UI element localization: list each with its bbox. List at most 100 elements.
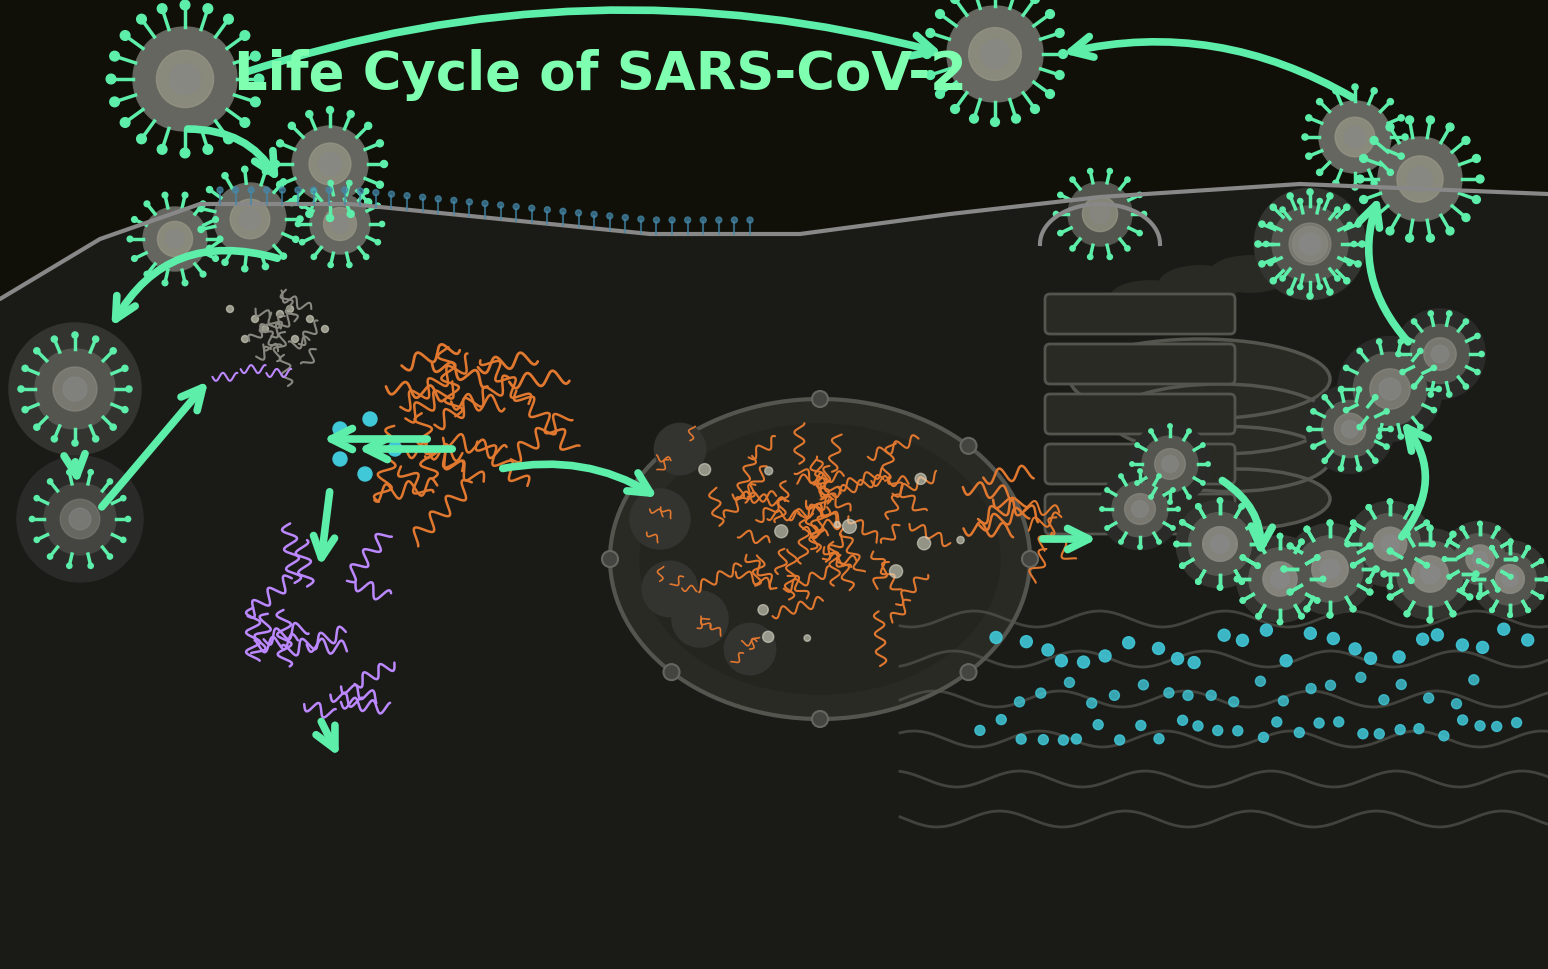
Circle shape: [435, 197, 441, 203]
Circle shape: [1398, 434, 1404, 440]
Circle shape: [322, 327, 328, 333]
Circle shape: [1240, 598, 1246, 604]
Circle shape: [36, 350, 115, 429]
Circle shape: [1180, 564, 1186, 569]
Circle shape: [1280, 655, 1293, 667]
Circle shape: [1107, 255, 1113, 261]
Circle shape: [1277, 534, 1283, 539]
Circle shape: [333, 422, 347, 437]
Circle shape: [1056, 30, 1063, 39]
Circle shape: [1381, 535, 1399, 553]
Circle shape: [1502, 572, 1519, 587]
Circle shape: [288, 123, 296, 130]
Circle shape: [1031, 106, 1039, 114]
Circle shape: [1271, 570, 1289, 589]
Circle shape: [1218, 630, 1231, 641]
Circle shape: [481, 202, 488, 207]
Circle shape: [1395, 725, 1406, 735]
Circle shape: [206, 187, 212, 194]
Circle shape: [1294, 728, 1305, 737]
Circle shape: [1466, 546, 1494, 574]
Circle shape: [1255, 540, 1262, 545]
Circle shape: [1238, 579, 1245, 584]
Circle shape: [1526, 609, 1531, 612]
Circle shape: [1195, 504, 1201, 510]
Circle shape: [1316, 171, 1322, 176]
Circle shape: [1502, 572, 1519, 587]
FancyBboxPatch shape: [1045, 295, 1235, 334]
Circle shape: [1070, 177, 1076, 183]
Circle shape: [1255, 564, 1260, 569]
Circle shape: [1161, 456, 1178, 473]
Circle shape: [673, 592, 728, 646]
Circle shape: [310, 195, 370, 255]
Circle shape: [1180, 564, 1186, 569]
Circle shape: [291, 336, 299, 343]
Circle shape: [1297, 285, 1303, 291]
Circle shape: [1508, 613, 1512, 617]
Circle shape: [466, 200, 472, 205]
Circle shape: [1424, 563, 1429, 568]
Circle shape: [991, 632, 1002, 643]
Circle shape: [1420, 565, 1440, 584]
Circle shape: [1350, 527, 1356, 532]
Circle shape: [293, 237, 299, 243]
Circle shape: [890, 565, 902, 578]
Circle shape: [1317, 285, 1322, 291]
Circle shape: [1358, 349, 1362, 355]
Circle shape: [1344, 408, 1348, 414]
Circle shape: [297, 217, 303, 223]
Circle shape: [142, 207, 207, 271]
Circle shape: [254, 75, 263, 84]
Circle shape: [960, 665, 977, 680]
Circle shape: [1068, 183, 1132, 247]
Circle shape: [262, 170, 268, 175]
Circle shape: [1468, 595, 1472, 600]
Circle shape: [29, 516, 34, 522]
Circle shape: [1334, 207, 1341, 213]
Circle shape: [1489, 609, 1494, 612]
Circle shape: [1539, 559, 1543, 564]
Circle shape: [1333, 181, 1339, 187]
Circle shape: [1379, 695, 1389, 705]
Circle shape: [1195, 504, 1201, 510]
Circle shape: [63, 378, 87, 401]
Circle shape: [1240, 555, 1246, 561]
Circle shape: [1477, 595, 1481, 600]
Circle shape: [121, 118, 130, 128]
Circle shape: [1056, 655, 1068, 667]
Circle shape: [1468, 595, 1472, 600]
Circle shape: [48, 554, 53, 559]
Circle shape: [121, 32, 130, 42]
Circle shape: [51, 336, 57, 343]
Circle shape: [1189, 657, 1200, 669]
Circle shape: [1367, 578, 1372, 583]
Circle shape: [1155, 450, 1186, 480]
Circle shape: [1334, 717, 1344, 727]
Circle shape: [1288, 544, 1293, 549]
Circle shape: [630, 490, 689, 548]
Circle shape: [1124, 494, 1155, 525]
Circle shape: [1370, 138, 1378, 145]
Circle shape: [1446, 392, 1452, 397]
Circle shape: [71, 332, 77, 339]
Circle shape: [180, 1, 190, 11]
Circle shape: [93, 436, 99, 443]
Circle shape: [1303, 607, 1310, 612]
Circle shape: [263, 188, 269, 194]
Circle shape: [957, 537, 964, 545]
Circle shape: [1327, 520, 1333, 526]
Circle shape: [1042, 644, 1054, 656]
Circle shape: [1508, 541, 1512, 546]
Circle shape: [420, 195, 426, 201]
Circle shape: [1307, 684, 1316, 694]
Circle shape: [1359, 155, 1367, 163]
Circle shape: [1472, 551, 1488, 567]
Circle shape: [1320, 559, 1341, 579]
Circle shape: [328, 263, 333, 268]
Circle shape: [376, 182, 384, 189]
Circle shape: [1322, 401, 1379, 458]
Circle shape: [1339, 388, 1344, 392]
Circle shape: [251, 98, 260, 108]
Circle shape: [1187, 429, 1192, 434]
